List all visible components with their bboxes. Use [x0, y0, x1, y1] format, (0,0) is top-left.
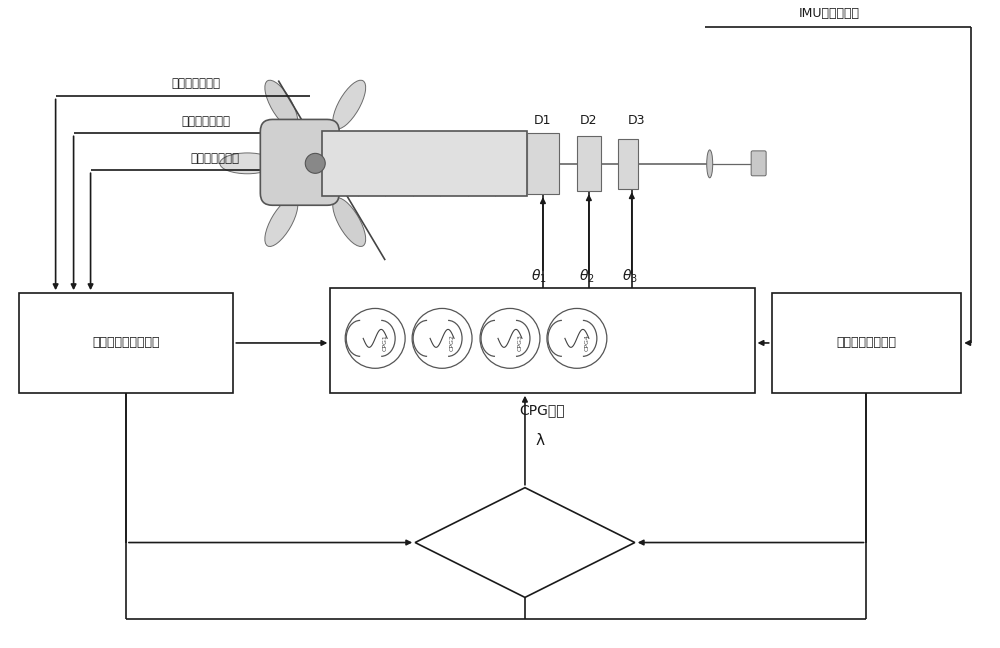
Ellipse shape	[265, 198, 298, 246]
Text: 左侧传感器信息: 左侧传感器信息	[191, 152, 240, 165]
Bar	[772, 293, 961, 393]
Text: IMU传感器信息: IMU传感器信息	[799, 7, 860, 20]
Ellipse shape	[333, 80, 366, 129]
FancyBboxPatch shape	[751, 151, 766, 176]
Text: 前端传感器信息: 前端传感器信息	[181, 115, 230, 128]
FancyBboxPatch shape	[260, 119, 339, 205]
Text: D3: D3	[628, 114, 646, 127]
Text: 右侧传感器信息: 右侧传感器信息	[171, 77, 220, 90]
Text: 有限状态机: 有限状态机	[506, 526, 544, 539]
Circle shape	[305, 154, 325, 173]
Text: CPG2: CPG2	[450, 334, 455, 351]
Bar	[19, 293, 233, 393]
Text: CPG4: CPG4	[584, 334, 589, 351]
Bar	[527, 133, 559, 194]
Text: $\theta_3$: $\theta_3$	[622, 268, 638, 285]
Ellipse shape	[707, 150, 713, 178]
Text: λ: λ	[535, 433, 544, 448]
Ellipse shape	[265, 80, 298, 129]
Bar	[322, 132, 527, 196]
Bar	[577, 136, 601, 191]
Text: CPG3: CPG3	[517, 334, 522, 351]
Text: FSM: FSM	[512, 551, 538, 564]
Bar	[618, 139, 638, 189]
Bar	[330, 288, 755, 393]
Text: $\theta_2$: $\theta_2$	[579, 268, 595, 285]
Polygon shape	[415, 488, 635, 597]
Text: D1: D1	[534, 114, 552, 127]
Text: CPG1: CPG1	[383, 334, 388, 351]
Text: 偏航角模糊控制器: 偏航角模糊控制器	[836, 336, 896, 349]
Ellipse shape	[333, 198, 366, 246]
Text: D2: D2	[580, 114, 598, 127]
Ellipse shape	[356, 153, 411, 174]
Text: 自主避障模糊控制器: 自主避障模糊控制器	[92, 336, 160, 349]
Text: $\theta_1$: $\theta_1$	[531, 268, 547, 285]
Ellipse shape	[220, 153, 275, 174]
Text: CPG模块: CPG模块	[520, 403, 565, 417]
